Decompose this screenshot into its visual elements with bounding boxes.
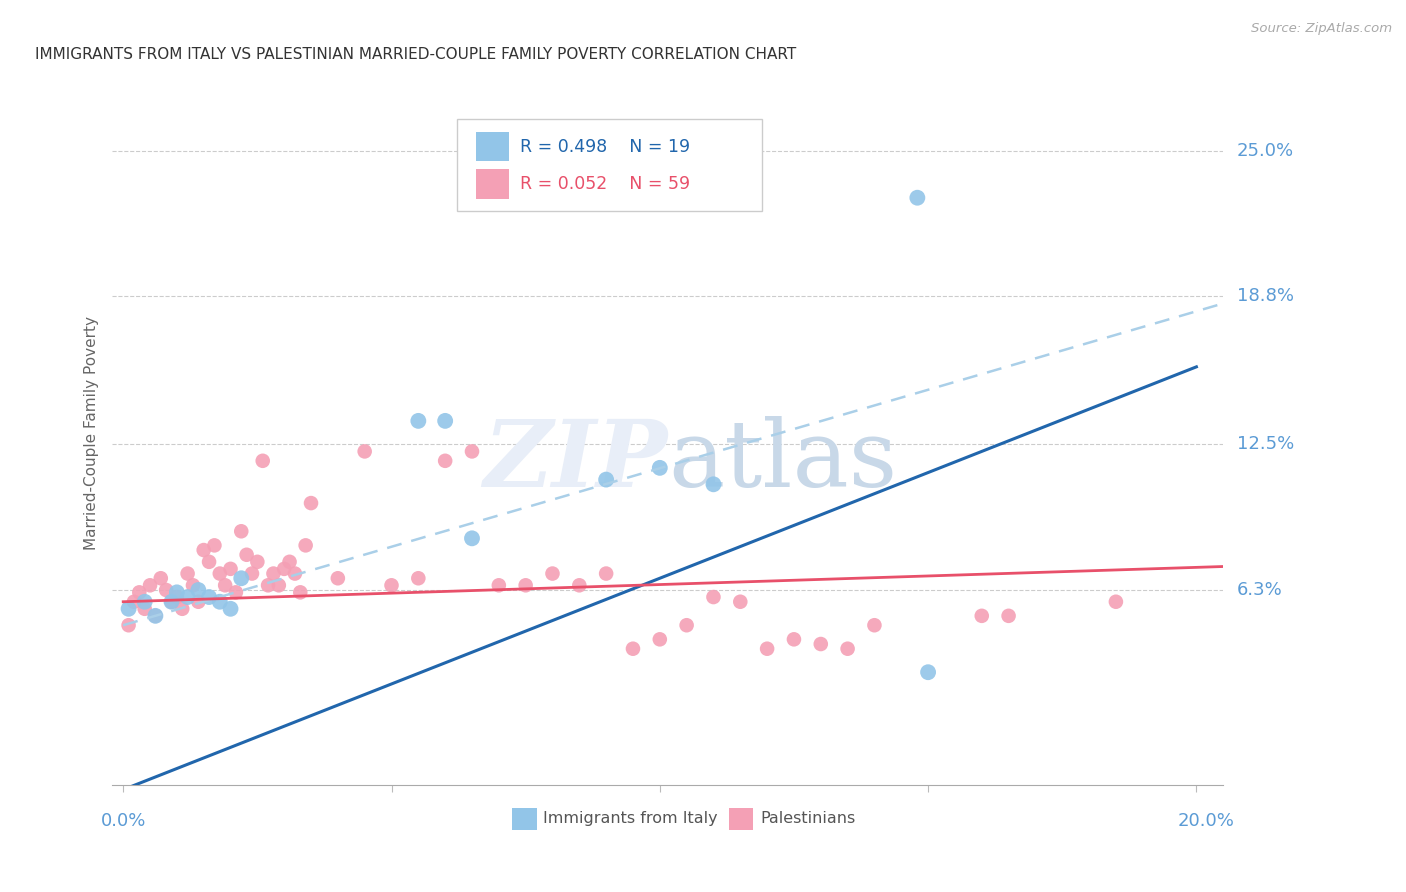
Bar — [512, 807, 537, 830]
Point — [408, 414, 430, 428]
Point — [246, 555, 269, 569]
Text: IMMIGRANTS FROM ITALY VS PALESTINIAN MARRIED-COUPLE FAMILY POVERTY CORRELATION C: IMMIGRANTS FROM ITALY VS PALESTINIAN MAR… — [35, 47, 796, 62]
Point — [187, 582, 209, 597]
Point — [488, 578, 510, 592]
Point — [434, 454, 457, 468]
Point — [117, 618, 139, 632]
Point — [595, 473, 617, 487]
Point — [648, 632, 671, 647]
Point — [231, 571, 253, 585]
Point — [648, 460, 671, 475]
Point — [160, 595, 183, 609]
Point — [149, 571, 172, 585]
Point — [783, 632, 806, 647]
Point — [176, 566, 198, 581]
Point — [198, 555, 221, 569]
Point — [353, 444, 375, 458]
Point — [756, 641, 779, 656]
Point — [702, 477, 724, 491]
Point — [541, 566, 564, 581]
Point — [262, 566, 284, 581]
Point — [905, 191, 928, 205]
Point — [1105, 595, 1128, 609]
Text: R = 0.498    N = 19: R = 0.498 N = 19 — [520, 137, 690, 155]
Point — [568, 578, 591, 592]
Point — [166, 585, 188, 599]
Text: 6.3%: 6.3% — [1237, 581, 1282, 599]
Point — [299, 496, 322, 510]
Point — [408, 571, 430, 585]
Text: Palestinians: Palestinians — [761, 812, 855, 826]
Point — [219, 562, 242, 576]
Point — [252, 454, 274, 468]
Point — [117, 601, 139, 615]
Text: Immigrants from Italy: Immigrants from Italy — [544, 812, 718, 826]
Point — [515, 578, 537, 592]
Text: ZIP: ZIP — [484, 416, 668, 506]
Point — [204, 538, 226, 552]
Point — [145, 608, 167, 623]
Point — [917, 665, 939, 680]
Point — [810, 637, 832, 651]
Point — [294, 538, 316, 552]
Bar — [475, 169, 509, 199]
Point — [257, 578, 280, 592]
Text: atlas: atlas — [668, 416, 897, 506]
Point — [461, 444, 484, 458]
Point — [273, 562, 295, 576]
Point — [231, 524, 253, 539]
Point — [122, 595, 145, 609]
Bar — [728, 807, 754, 830]
Point — [208, 566, 231, 581]
Point — [225, 585, 247, 599]
Point — [290, 585, 312, 599]
Point — [278, 555, 301, 569]
Point — [730, 595, 752, 609]
Point — [595, 566, 617, 581]
Point — [702, 590, 724, 604]
Point — [837, 641, 859, 656]
Point — [181, 578, 204, 592]
Point — [461, 532, 484, 546]
Point — [997, 608, 1019, 623]
Point — [214, 578, 236, 592]
Point — [176, 590, 198, 604]
Text: Source: ZipAtlas.com: Source: ZipAtlas.com — [1251, 22, 1392, 36]
FancyBboxPatch shape — [457, 119, 762, 211]
Point — [134, 595, 156, 609]
Point — [970, 608, 993, 623]
Point — [145, 608, 167, 623]
Point — [267, 578, 290, 592]
Text: 20.0%: 20.0% — [1177, 812, 1234, 830]
Point — [621, 641, 644, 656]
Point — [193, 543, 215, 558]
Point — [128, 585, 150, 599]
Point — [155, 582, 177, 597]
Point — [198, 590, 221, 604]
Point — [160, 595, 183, 609]
Point — [326, 571, 349, 585]
Point — [235, 548, 257, 562]
Point — [166, 590, 188, 604]
Text: 18.8%: 18.8% — [1237, 287, 1294, 305]
Point — [134, 601, 156, 615]
Point — [139, 578, 162, 592]
Text: 25.0%: 25.0% — [1237, 142, 1295, 160]
Text: 0.0%: 0.0% — [101, 812, 146, 830]
Point — [380, 578, 402, 592]
Point — [863, 618, 886, 632]
Point — [187, 595, 209, 609]
Point — [284, 566, 307, 581]
Point — [172, 601, 194, 615]
Point — [240, 566, 263, 581]
Point — [675, 618, 697, 632]
Point — [208, 595, 231, 609]
Text: 12.5%: 12.5% — [1237, 435, 1295, 453]
Bar — [475, 132, 509, 161]
Text: R = 0.052    N = 59: R = 0.052 N = 59 — [520, 175, 690, 193]
Y-axis label: Married-Couple Family Poverty: Married-Couple Family Poverty — [83, 316, 98, 549]
Point — [219, 601, 242, 615]
Point — [434, 414, 457, 428]
